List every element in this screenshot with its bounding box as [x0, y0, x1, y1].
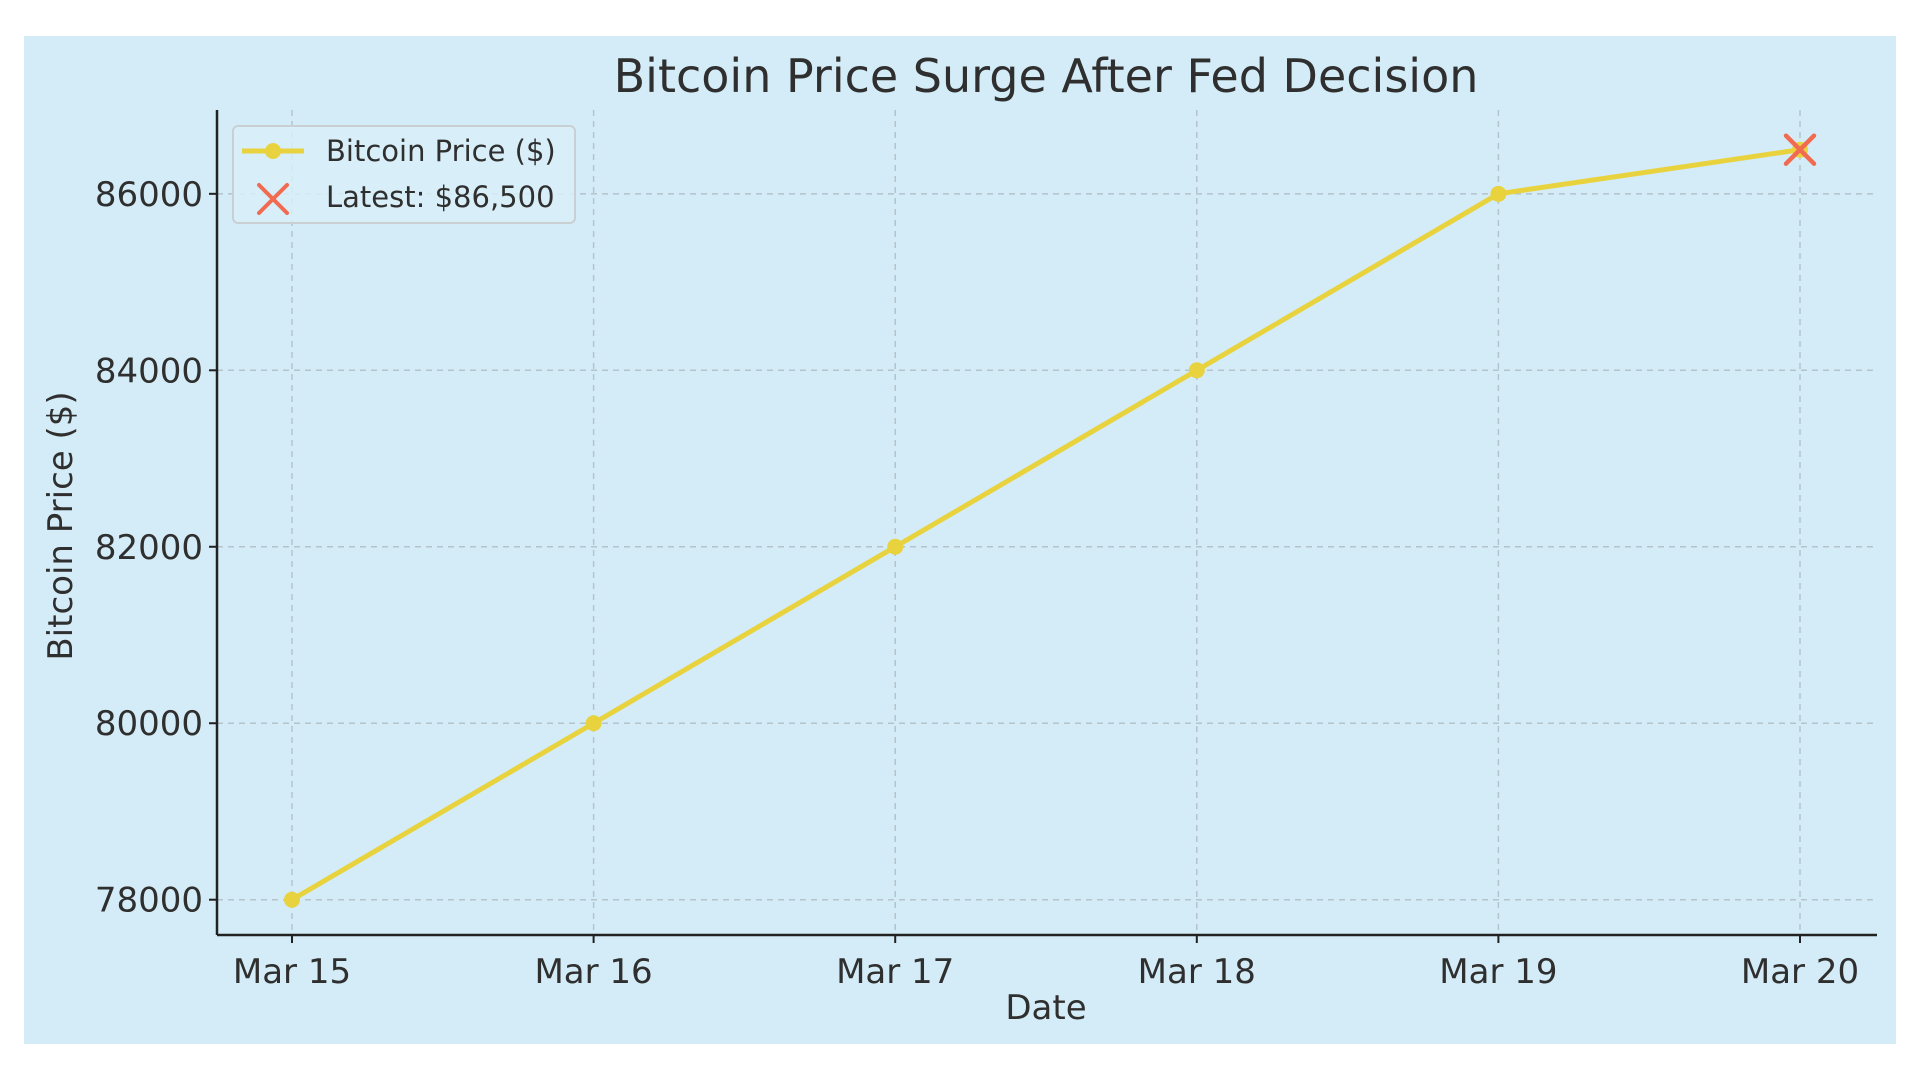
y-tick-label: 82000 [95, 528, 203, 568]
legend-label-series: Bitcoin Price ($) [326, 134, 556, 168]
legend-box [232, 125, 576, 224]
x-tick-label: Mar 18 [1138, 952, 1256, 992]
series-lines [289, 147, 1803, 903]
latest-highlight [1783, 133, 1817, 166]
x-tick-label: Mar 19 [1439, 952, 1557, 992]
y-tick-label: 80000 [95, 704, 203, 744]
x-axis-label: Date [1005, 988, 1086, 1028]
data-point [887, 538, 904, 555]
latest-x-marker [1783, 133, 1817, 166]
data-point [284, 891, 300, 908]
legend-circle-marker [265, 143, 281, 159]
data-point [1490, 185, 1507, 202]
y-tick-label: 86000 [95, 175, 203, 215]
x-tick-label: Mar 15 [233, 952, 351, 992]
legend-x-marker [257, 183, 289, 215]
y-tick-label: 78000 [95, 881, 203, 921]
legend: Bitcoin Price ($) Latest: $86,500 [232, 125, 576, 224]
data-point [1188, 362, 1205, 379]
x-tick-label: Mar 17 [836, 952, 954, 992]
legend-label-latest: Latest: $86,500 [326, 180, 555, 214]
x-tick-labels: Mar 15 Mar 16 Mar 17 Mar 18 Mar 19 Mar 20 [233, 952, 1859, 992]
y-tick-labels: 78000 80000 82000 84000 86000 [95, 175, 203, 921]
axes [209, 110, 1877, 943]
chart-title: Bitcoin Price Surge After Fed Decision [614, 49, 1479, 103]
x-tick-label: Mar 20 [1741, 952, 1859, 992]
data-point [585, 715, 602, 732]
series-line [289, 147, 1803, 903]
y-axis-label: Bitcoin Price ($) [41, 391, 81, 660]
y-tick-label: 84000 [95, 351, 203, 391]
x-tick-label: Mar 16 [534, 952, 652, 992]
